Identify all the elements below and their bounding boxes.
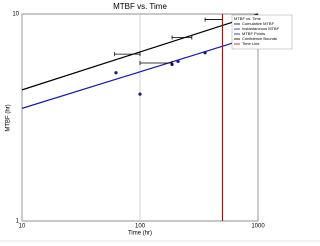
legend-label: Time Line <box>242 41 260 46</box>
data-point <box>203 51 207 55</box>
legend-label: Confidence Bounds <box>242 36 277 41</box>
series-line <box>21 34 259 109</box>
legend-label: MTBF Points <box>242 31 265 36</box>
legend-title: MTBF vs. Time <box>234 16 262 21</box>
chart-title: MTBF vs. Time <box>113 2 167 11</box>
y-tick-label: 1 <box>16 219 20 225</box>
error-bar <box>114 52 141 57</box>
x-tick-label: 1000 <box>251 224 265 230</box>
data-point <box>176 59 180 64</box>
series-line <box>21 13 259 91</box>
data-point <box>138 92 142 96</box>
error-bar <box>171 35 193 40</box>
x-axis-label: Time (hr) <box>128 231 152 237</box>
legend-box <box>231 14 293 50</box>
x-tick-label: 10 <box>19 224 26 230</box>
error-bar <box>139 60 173 65</box>
y-tick-label: 10 <box>12 12 19 18</box>
legend-label: Cumulative MTBF <box>242 21 275 26</box>
x-tick-label: 100 <box>135 224 146 230</box>
legend-label: Instantaneous MTBF <box>242 26 280 31</box>
data-point <box>114 71 118 75</box>
y-axis-label: MTBF (hr) <box>6 104 12 131</box>
